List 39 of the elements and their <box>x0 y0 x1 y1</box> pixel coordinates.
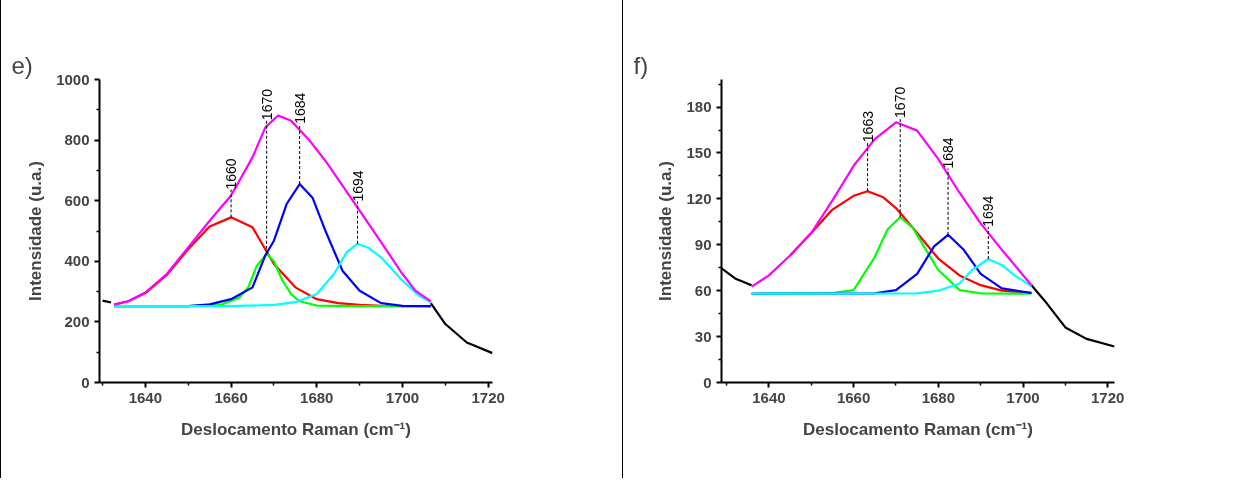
x-axis-title: Deslocamento Raman (cm⁻¹) <box>803 419 1033 439</box>
x-tick-label: 1640 <box>128 388 163 406</box>
y-tick-label: 0 <box>81 373 90 391</box>
x-tick-label: 1660 <box>836 388 871 406</box>
y-tick-label: 400 <box>64 252 90 270</box>
x-tick-label: 1640 <box>752 388 786 406</box>
x-tick-label: 1720 <box>1091 388 1125 406</box>
x-tick-label: 1720 <box>471 388 505 406</box>
y-tick-label: 150 <box>686 143 712 161</box>
annotation: 1694 <box>349 170 366 202</box>
annotation: 1663 <box>859 110 876 143</box>
y-axis-title: Intensidade (u.a.) <box>26 161 46 301</box>
annotation: 1694 <box>980 195 997 227</box>
x-tick-label: 1700 <box>385 388 420 406</box>
line-series <box>750 257 1033 295</box>
y-tick-label: 0 <box>703 373 712 391</box>
chart-title: f) <box>633 51 649 79</box>
y-tick-label: 800 <box>64 131 90 149</box>
annotation: 1684 <box>291 92 308 124</box>
annotation: 1670 <box>258 88 275 121</box>
y-tick-label: 30 <box>694 327 712 345</box>
y-axis-title: Intensidade (u.a.) <box>656 161 676 301</box>
y-tick-label: 1000 <box>56 70 90 88</box>
annotation: 1684 <box>940 137 957 169</box>
x-tick-label: 1660 <box>214 388 248 406</box>
y-tick-label: 60 <box>694 281 712 299</box>
y-tick-label: 120 <box>686 189 712 207</box>
chart-title: e) <box>11 51 33 79</box>
x-axis-title: Deslocamento Raman (cm⁻¹) <box>181 419 411 439</box>
y-tick-label: 180 <box>686 98 712 116</box>
x-tick-label: 1680 <box>300 388 334 406</box>
y-tick-label: 90 <box>694 235 712 253</box>
x-tick-label: 1680 <box>921 388 956 406</box>
annotation: 1660 <box>223 158 240 190</box>
x-tick-label: 1700 <box>1006 388 1040 406</box>
line-series <box>112 242 432 308</box>
annotation: 1670 <box>892 86 909 118</box>
y-tick-label: 600 <box>64 191 90 209</box>
y-tick-label: 200 <box>64 312 90 330</box>
